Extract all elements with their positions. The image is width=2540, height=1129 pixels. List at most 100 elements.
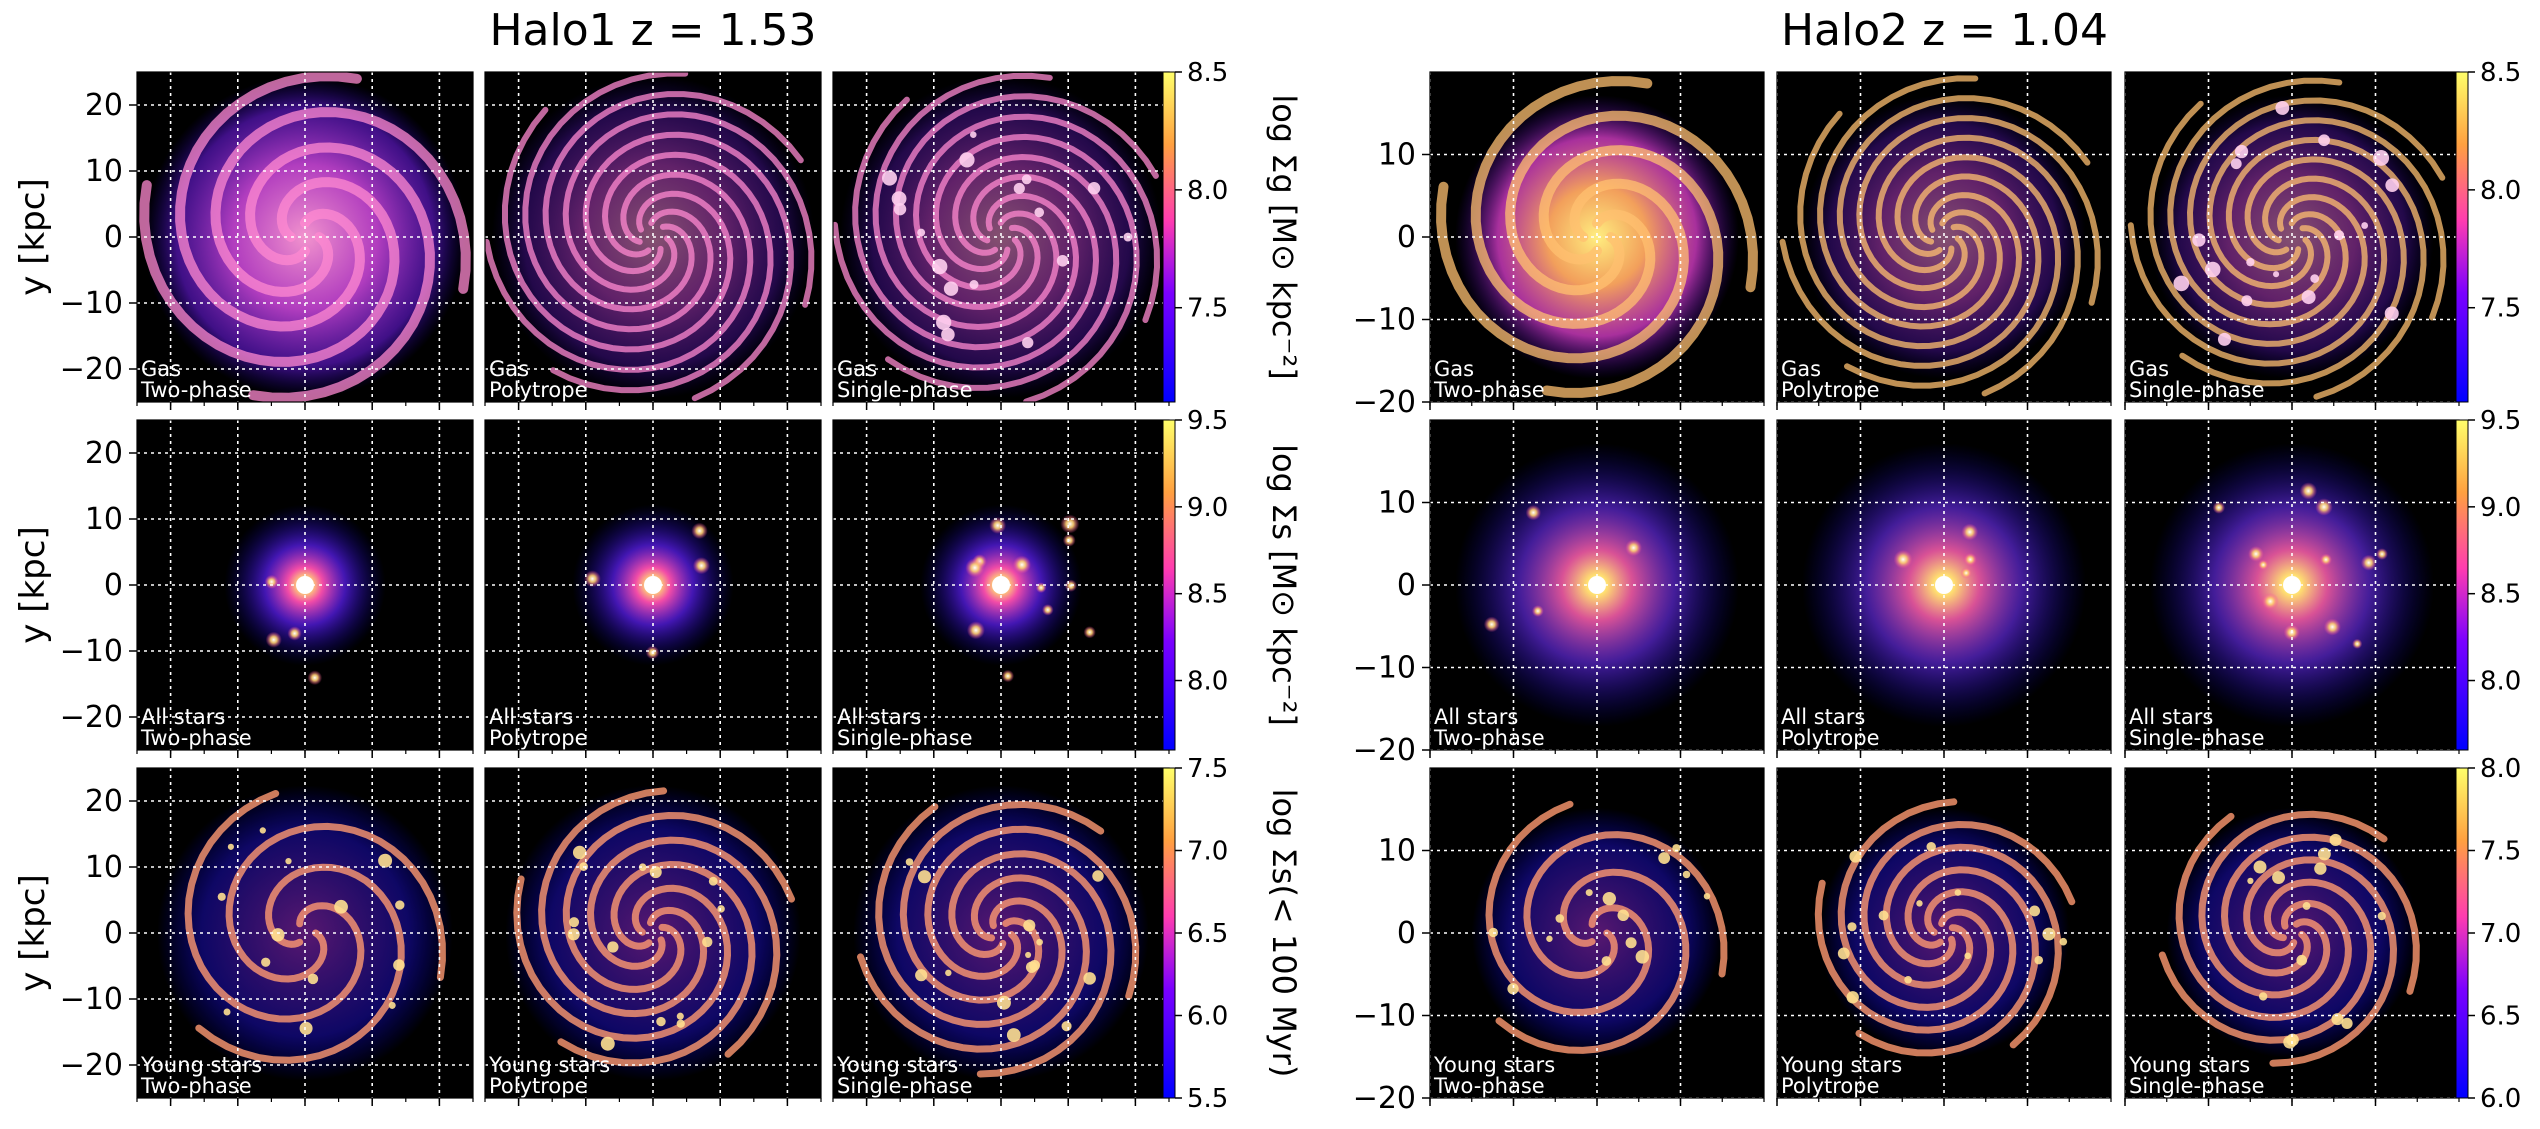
colorbar-tick-label: 9.5 <box>1187 406 1228 436</box>
colorbar-tick-label: 8.0 <box>2480 176 2521 206</box>
y-tick-label: −20 <box>60 700 123 735</box>
panel-label-model: Two-phase <box>140 378 252 402</box>
colorbar-tick-label: 8.5 <box>2480 580 2521 610</box>
colorbar-tick-label: 9.5 <box>2480 406 2521 436</box>
panel-label-model: Polytrope <box>1781 1074 1880 1098</box>
y-tick-label: 10 <box>1378 834 1416 869</box>
panel-label-type: All stars <box>489 705 573 729</box>
panel-label-type: Gas <box>837 357 877 381</box>
panel-label-type: All stars <box>1781 705 1865 729</box>
y-tick-label: −10 <box>1353 651 1416 686</box>
panel-label-model: Single-phase <box>837 726 973 750</box>
panel-label-type: All stars <box>141 705 225 729</box>
y-axis-label: y [kpc] <box>13 526 53 643</box>
halo-title: Halo2 z = 1.04 <box>1781 5 2108 56</box>
y-tick-label: −10 <box>60 634 123 669</box>
colorbar-tick-label: 7.0 <box>1187 837 1228 867</box>
colorbar-tick-label: 5.5 <box>1187 1084 1228 1114</box>
y-tick-label: −20 <box>60 1048 123 1083</box>
colorbar: 8.5 8.0 7.5 <box>2455 58 2521 403</box>
panel-label-model: Polytrope <box>1781 378 1880 402</box>
halo-title: Halo1 z = 1.53 <box>489 5 816 56</box>
y-tick-label: −10 <box>60 982 123 1017</box>
colorbar-tick-label: 8.0 <box>1187 667 1228 697</box>
colorbar-label: log Σs [M⊙ kpc⁻²] <box>1265 444 1303 726</box>
colorbar-tick-label: 9.0 <box>1187 493 1228 523</box>
panel-label-type: All stars <box>2129 705 2213 729</box>
y-tick-label: −20 <box>1353 733 1416 768</box>
panel-label-type: All stars <box>1434 705 1518 729</box>
colorbar-label: log Σs(< 100 Myr) <box>1265 789 1303 1078</box>
colorbar-tick-label: 8.5 <box>1187 58 1228 88</box>
y-tick-label: 20 <box>85 88 123 123</box>
panel-label-type: Gas <box>2129 357 2169 381</box>
y-tick-label: 20 <box>85 784 123 819</box>
colorbar-tick-label: 7.5 <box>2480 837 2521 867</box>
y-tick-label: 10 <box>1378 138 1416 173</box>
y-tick-label: 0 <box>1397 568 1416 603</box>
colorbar-tick-label: 7.0 <box>2480 919 2521 949</box>
colorbar: 9.5 9.0 8.5 8.0 <box>2455 406 2521 751</box>
panel-label-type: Gas <box>1781 357 1821 381</box>
colorbar-label: log Σg [M⊙ kpc⁻²] <box>1265 94 1303 379</box>
y-tick-label: −20 <box>60 352 123 387</box>
panel-label-model: Polytrope <box>1781 726 1880 750</box>
colorbar-tick-label: 7.5 <box>2480 294 2521 324</box>
panel-label-type: Gas <box>141 357 181 381</box>
panel-label-model: Two-phase <box>140 726 252 750</box>
y-tick-label: −10 <box>60 286 123 321</box>
panel-label-model: Polytrope <box>489 378 588 402</box>
panel-label-model: Single-phase <box>837 378 973 402</box>
panel-label-model: Single-phase <box>2129 1074 2265 1098</box>
panel-label-type: Young stars <box>488 1053 610 1077</box>
y-tick-label: 0 <box>1397 220 1416 255</box>
y-tick-label: 0 <box>104 220 123 255</box>
panel-label-model: Polytrope <box>489 726 588 750</box>
panel-label-type: Young stars <box>140 1053 262 1077</box>
colorbar-tick-label: 8.5 <box>1187 580 1228 610</box>
y-tick-label: 10 <box>85 154 123 189</box>
y-tick-label: −10 <box>1353 303 1416 338</box>
panel-label-type: Young stars <box>1433 1053 1555 1077</box>
colorbar-tick-label: 8.5 <box>2480 58 2521 88</box>
panel-label-model: Two-phase <box>140 1074 252 1098</box>
colorbar-tick-label: 6.0 <box>1187 1002 1228 1032</box>
colorbar-tick-label: 8.0 <box>2480 754 2521 784</box>
panel-label-model: Two-phase <box>1433 378 1545 402</box>
panel-label-model: Polytrope <box>489 1074 588 1098</box>
y-tick-label: −10 <box>1353 999 1416 1034</box>
y-tick-label: 10 <box>85 850 123 885</box>
colorbar-tick-label: 7.5 <box>1187 294 1228 324</box>
y-tick-label: −20 <box>1353 1081 1416 1116</box>
colorbar: 8.5 8.0 7.5 log Σg [M⊙ kpc⁻²] <box>1162 58 1303 403</box>
panel-label-type: All stars <box>837 705 921 729</box>
y-tick-label: 0 <box>104 916 123 951</box>
panel-label-type: Young stars <box>1780 1053 1902 1077</box>
y-tick-label: 10 <box>85 502 123 537</box>
panel-label-model: Two-phase <box>1433 726 1545 750</box>
panel-label-type: Gas <box>489 357 529 381</box>
colorbar-tick-label: 8.0 <box>1187 176 1228 206</box>
colorbar: 9.5 9.0 8.5 8.0 log Σs [M⊙ kpc⁻²] <box>1162 406 1303 751</box>
y-tick-label: 0 <box>104 568 123 603</box>
y-tick-label: 0 <box>1397 916 1416 951</box>
panel-label-model: Single-phase <box>837 1074 973 1098</box>
colorbar: 7.5 7.0 6.5 6.0 5.5 log Σs(< 100 Myr) <box>1162 754 1303 1114</box>
y-tick-label: 20 <box>85 436 123 471</box>
y-tick-label: 10 <box>1378 486 1416 521</box>
panel-label-model: Single-phase <box>2129 726 2265 750</box>
